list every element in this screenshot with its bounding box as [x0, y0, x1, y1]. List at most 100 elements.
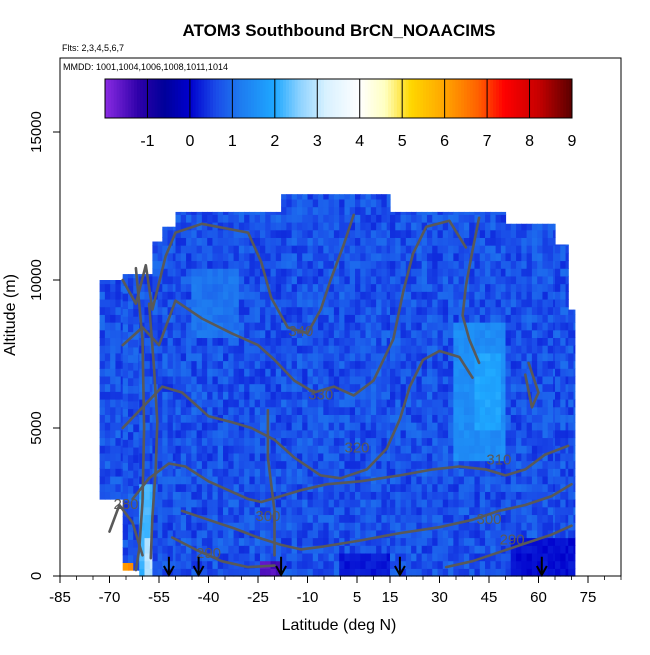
heatmap-cell: [442, 368, 449, 377]
heatmap-cell: [474, 291, 481, 300]
heatmap-cell: [376, 298, 383, 308]
heatmap-cell: [144, 298, 151, 308]
heatmap-cell: [560, 375, 567, 385]
heatmap-cell: [349, 560, 356, 569]
heatmap-cell: [281, 298, 287, 308]
colorbar-segment: [280, 79, 284, 118]
heatmap-cell: [307, 283, 314, 292]
heatmap-cell: [395, 429, 402, 439]
heatmap-cell: [490, 298, 497, 308]
heatmap-cell: [405, 260, 412, 269]
heatmap-cell: [448, 337, 454, 346]
heatmap-cell: [510, 422, 517, 431]
heatmap-cell: [542, 268, 549, 277]
heatmap-cell: [432, 245, 439, 254]
heatmap-cell: [405, 245, 412, 254]
heatmap-cell: [339, 345, 346, 354]
heatmap-cell: [463, 568, 470, 577]
heatmap-cell: [323, 306, 330, 315]
heatmap-cell: [516, 329, 522, 339]
heatmap-cell: [426, 322, 433, 331]
heatmap-cell: [568, 314, 575, 323]
heatmap-cell: [458, 491, 465, 500]
heatmap-cell: [542, 475, 549, 485]
heatmap-cell: [318, 206, 324, 215]
heatmap-cell: [152, 522, 159, 531]
heatmap-cell: [275, 468, 282, 477]
heatmap-cell: [104, 368, 111, 377]
heatmap-cell: [568, 560, 575, 569]
heatmap-cell: [110, 368, 117, 377]
heatmap-cell: [180, 252, 187, 262]
heatmap-cell: [521, 414, 528, 423]
heatmap-cell: [249, 229, 256, 238]
heatmap-cell: [249, 537, 256, 546]
heatmap-cell: [333, 406, 340, 415]
heatmap-cell: [228, 275, 235, 285]
heatmap-cell: [196, 537, 203, 546]
heatmap-cell: [405, 345, 412, 354]
heatmap-cell: [490, 437, 497, 446]
heatmap-cell: [555, 383, 561, 392]
heatmap-cell: [376, 291, 383, 300]
heatmap-cell: [233, 491, 240, 500]
heatmap-cell: [296, 221, 303, 231]
heatmap-cell: [339, 352, 346, 362]
heatmap-cell: [302, 275, 309, 285]
heatmap-cell: [191, 445, 198, 454]
heatmap-cell: [212, 345, 219, 354]
heatmap-cell: [365, 268, 372, 277]
heatmap-cell: [291, 245, 298, 254]
colorbar-segment: [452, 79, 456, 118]
heatmap-cell: [228, 260, 235, 269]
heatmap-cell: [333, 268, 340, 277]
heatmap-cell: [259, 406, 266, 415]
heatmap-cell: [162, 237, 169, 246]
heatmap-cell: [355, 268, 361, 277]
heatmap-cell: [521, 375, 528, 385]
heatmap-cell: [307, 391, 314, 400]
heatmap-cell: [281, 375, 287, 385]
heatmap-cell: [265, 552, 272, 562]
heatmap-cell: [254, 398, 261, 408]
heatmap-cell: [333, 452, 340, 462]
heatmap-cell: [386, 206, 391, 215]
heatmap-cell: [157, 414, 163, 423]
heatmap-cell: [453, 452, 460, 462]
heatmap-cell: [259, 298, 266, 308]
heatmap-cell: [542, 460, 549, 469]
heatmap-cell: [120, 475, 124, 485]
heatmap-cell: [133, 354, 140, 363]
heatmap-cell: [365, 194, 372, 200]
heatmap-cell: [376, 475, 383, 485]
heatmap-cell: [302, 499, 309, 508]
heatmap-cell: [157, 252, 163, 262]
heatmap-cell: [275, 368, 282, 377]
heatmap-cell: [547, 229, 554, 238]
heatmap-cell: [500, 268, 507, 277]
heatmap-cell: [485, 337, 491, 346]
heatmap-cell: [180, 291, 187, 300]
heatmap-cell: [370, 221, 377, 231]
heatmap-cell: [500, 352, 507, 362]
heatmap-cell: [542, 537, 549, 546]
heatmap-cell: [390, 298, 396, 308]
heatmap-cell: [99, 475, 106, 485]
heatmap-cell: [432, 391, 439, 400]
heatmap-cell: [144, 545, 151, 554]
heatmap-cell: [381, 391, 388, 400]
heatmap-cell: [307, 568, 314, 577]
heatmap-cell: [212, 237, 219, 246]
heatmap-cell: [312, 237, 319, 246]
heatmap-cell: [275, 460, 282, 469]
heatmap-cell: [180, 483, 187, 492]
heatmap-cell: [254, 429, 261, 439]
heatmap-cell: [510, 452, 517, 462]
heatmap-cell: [157, 506, 163, 516]
heatmap-cell: [180, 514, 187, 523]
heatmap-cell: [495, 314, 502, 323]
heatmap-cell: [442, 514, 449, 523]
heatmap-cell: [381, 314, 388, 323]
heatmap-cell: [458, 337, 465, 346]
heatmap-cell: [212, 245, 219, 254]
